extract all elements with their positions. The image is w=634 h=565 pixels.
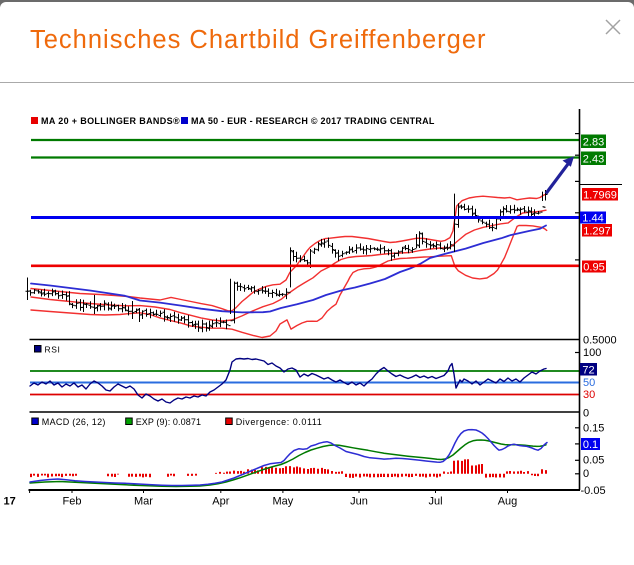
svg-text:Feb: Feb [63, 496, 82, 508]
svg-text:Jan 17: Jan 17 [0, 496, 16, 508]
svg-text:0.95: 0.95 [583, 262, 604, 274]
svg-text:0.5000: 0.5000 [583, 335, 617, 347]
svg-text:Divergence: 0.0111: Divergence: 0.0111 [236, 417, 323, 427]
svg-text:MA 20 + BOLLINGER BANDS®: MA 20 + BOLLINGER BANDS® [41, 116, 180, 126]
svg-text:RSI: RSI [45, 344, 61, 354]
svg-text:0: 0 [583, 468, 589, 480]
svg-text:100: 100 [583, 347, 601, 359]
svg-text:Jul: Jul [428, 496, 442, 508]
svg-text:Jun: Jun [350, 496, 368, 508]
svg-text:Apr: Apr [212, 496, 229, 508]
svg-text:2.43: 2.43 [583, 153, 604, 165]
svg-text:0.05: 0.05 [583, 455, 604, 467]
svg-text:Mar: Mar [134, 496, 153, 508]
svg-text:MACD (26, 12): MACD (26, 12) [42, 417, 106, 427]
svg-text:1.44: 1.44 [582, 213, 603, 225]
svg-text:50: 50 [583, 377, 595, 389]
svg-text:1.297: 1.297 [583, 225, 611, 237]
svg-text:Aug: Aug [498, 496, 518, 508]
svg-text:2.83: 2.83 [583, 136, 604, 148]
svg-text:0.15: 0.15 [583, 422, 604, 434]
svg-text:-0.05: -0.05 [581, 485, 606, 497]
svg-text:EXP (9): 0.0871: EXP (9): 0.0871 [136, 417, 201, 427]
svg-text:1.7969: 1.7969 [583, 189, 617, 201]
svg-text:0: 0 [583, 408, 589, 420]
svg-text:May: May [273, 496, 294, 508]
svg-text:72: 72 [582, 364, 594, 376]
svg-text:MA 50 - EUR - RESEARCH © 2017: MA 50 - EUR - RESEARCH © 2017 TRADING CE… [191, 116, 435, 126]
svg-text:30: 30 [583, 389, 595, 401]
svg-text:0.1: 0.1 [583, 439, 598, 451]
